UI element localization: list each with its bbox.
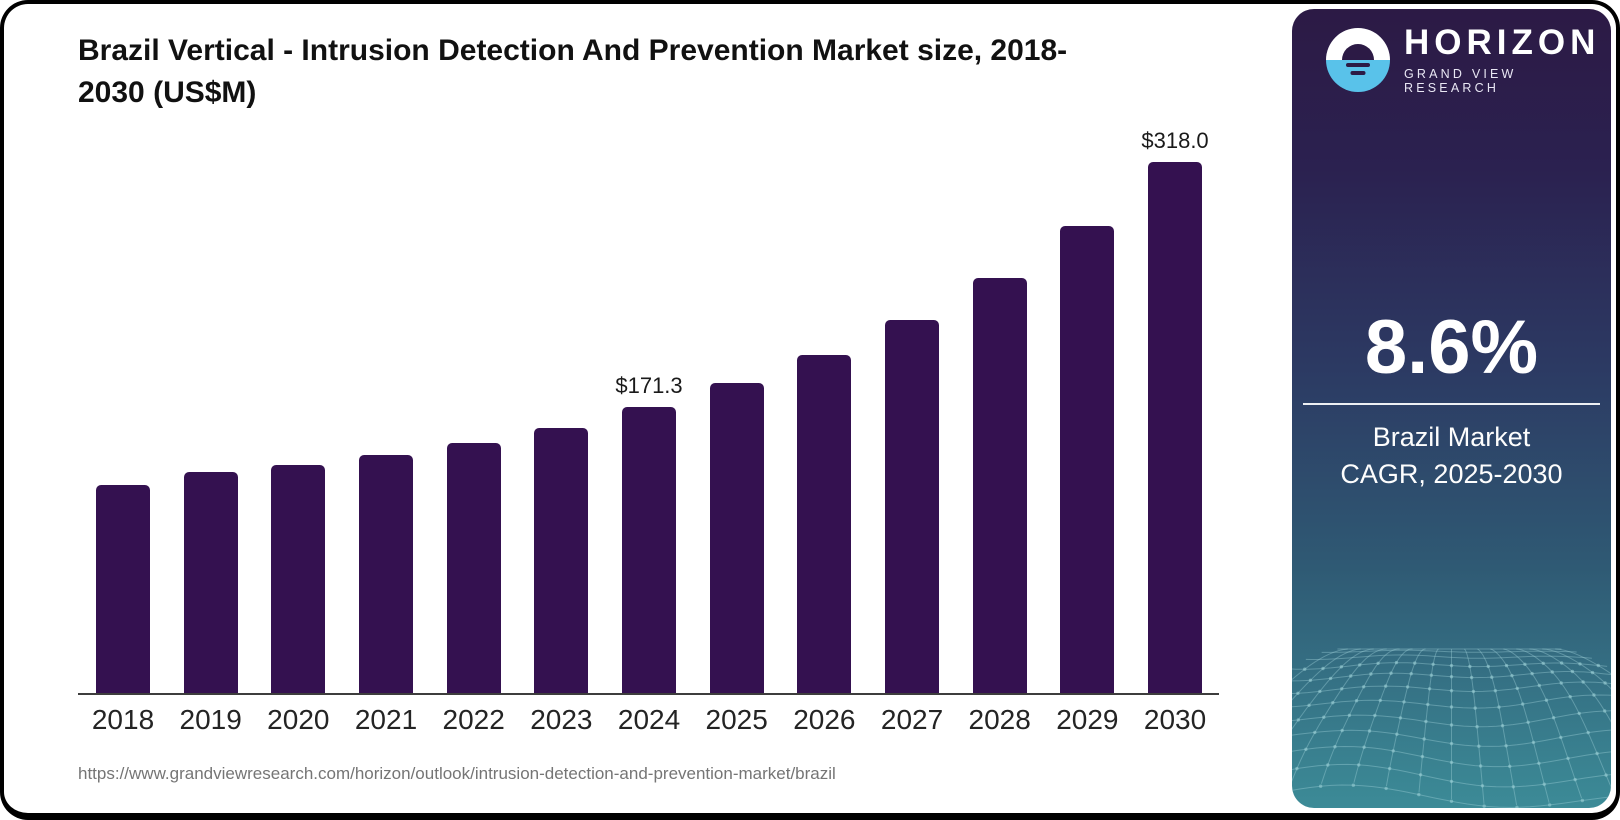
bar-2028 — [972, 278, 1027, 693]
bar-2029 — [1060, 226, 1115, 693]
mesh-pattern-container — [1292, 643, 1611, 808]
horizon-logo-icon — [1326, 28, 1390, 92]
bar-chart-plot-area: $171.3 $318.0 — [78, 128, 1219, 695]
bar-2018 — [96, 485, 150, 693]
x-axis-label-2027: 2027 — [880, 704, 944, 735]
x-axis-label-2030: 2030 — [1143, 704, 1207, 735]
bar-2024 — [622, 407, 677, 693]
logo-sun-shape — [1342, 44, 1374, 60]
sidebar-panel: HORIZON GRAND VIEW RESEARCH 8.6% Brazil … — [1292, 9, 1611, 808]
brand-header: HORIZON GRAND VIEW RESEARCH — [1326, 25, 1601, 95]
source-url-text: https://www.grandviewresearch.com/horizo… — [78, 764, 836, 783]
x-axis-label-2022: 2022 — [442, 704, 505, 735]
x-axis-label-2018: 2018 — [91, 704, 155, 735]
x-axis-label-2021: 2021 — [354, 704, 418, 735]
logo-reflection-line — [1350, 70, 1366, 75]
bar-2022 — [446, 443, 501, 693]
cagr-divider — [1303, 403, 1600, 405]
bar-2027 — [885, 320, 940, 693]
cagr-label-line1: Brazil Market — [1372, 422, 1531, 452]
cagr-block: 8.6% Brazil Market CAGR, 2025-2030 — [1292, 307, 1611, 493]
brand-text: HORIZON GRAND VIEW RESEARCH — [1404, 23, 1601, 96]
bar-value-label-2024: $171.3 — [615, 373, 683, 398]
bar-value-label-2030: $318.0 — [1141, 128, 1209, 153]
wireframe-mesh-pattern — [1292, 648, 1611, 808]
bar-2025 — [709, 383, 764, 693]
bar-2030 — [1148, 162, 1203, 693]
bar-2021 — [359, 455, 413, 693]
x-axis-label-2028: 2028 — [968, 704, 1031, 735]
x-axis-label-2029: 2029 — [1056, 704, 1119, 735]
logo-reflection-line — [1346, 63, 1370, 68]
cagr-value: 8.6% — [1364, 305, 1539, 390]
x-axis-label-2025: 2025 — [705, 704, 768, 735]
x-axis-label-2023: 2023 — [530, 704, 593, 735]
x-axis-label-2020: 2020 — [267, 704, 330, 735]
bar-2026 — [797, 355, 852, 693]
cagr-label-line2: CAGR, 2025-2030 — [1340, 459, 1563, 489]
bar-2023 — [534, 428, 589, 693]
x-axis-label-2026: 2026 — [793, 704, 856, 735]
brand-tagline: GRAND VIEW RESEARCH — [1404, 67, 1517, 95]
x-axis-label-2024: 2024 — [617, 704, 681, 735]
chart-title: Brazil Vertical - Intrusion Detection An… — [78, 34, 1068, 109]
x-axis-labels: 2018 2019 2020 2021 2022 2023 2024 2025 2026 2027… — [78, 704, 1219, 740]
brand-name: HORIZON — [1404, 23, 1601, 62]
bar-2020 — [271, 465, 326, 693]
bar-2019 — [183, 472, 238, 693]
x-axis-label-2019: 2019 — [179, 704, 242, 735]
